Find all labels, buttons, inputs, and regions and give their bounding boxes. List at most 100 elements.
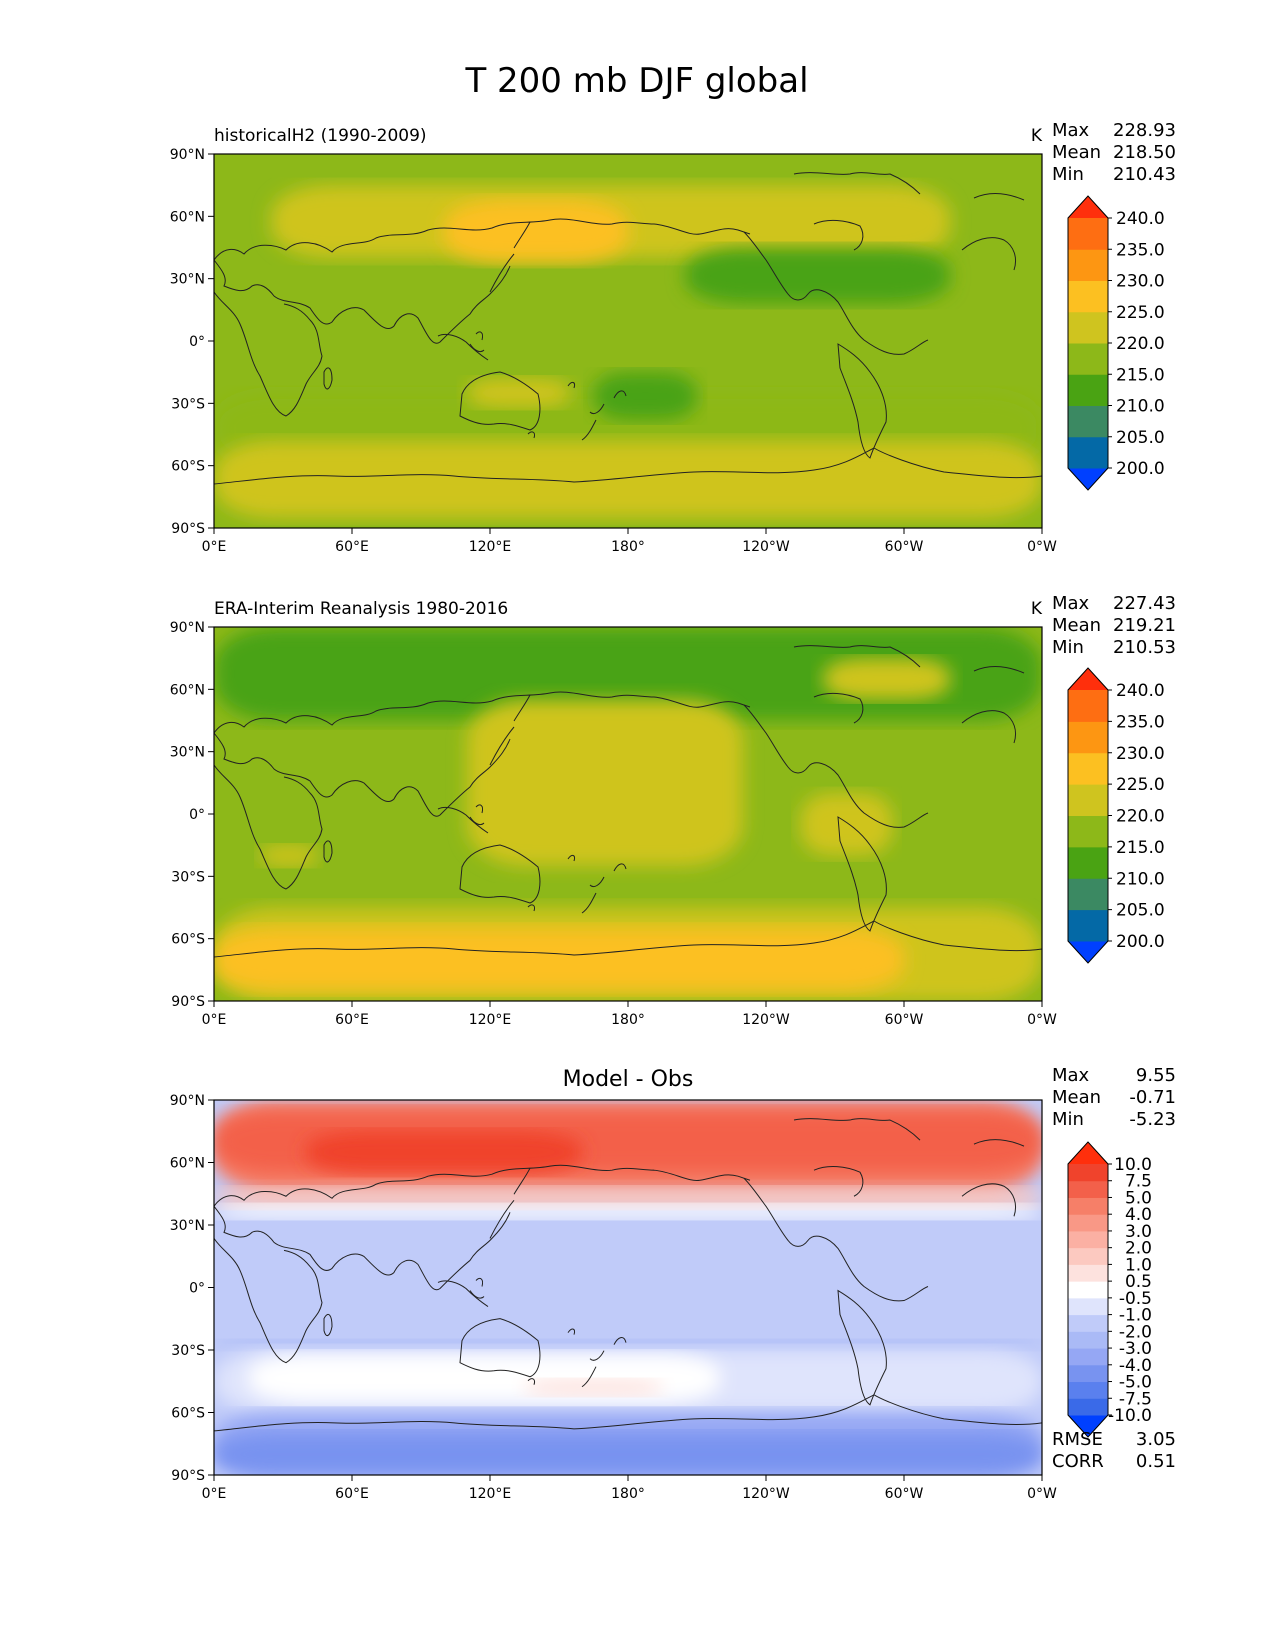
colorbar-label: 7.5 — [1125, 1172, 1152, 1192]
colorbar-label: -7.5 — [1119, 1389, 1152, 1409]
colorbar-swatch — [1068, 1197, 1108, 1215]
field-region — [800, 793, 893, 856]
colorbar-extend-min — [1068, 941, 1108, 963]
field-region — [467, 378, 571, 408]
colorbar-label: 200.0 — [1116, 932, 1165, 952]
field-region — [524, 1379, 663, 1396]
colorbar-swatch — [1068, 878, 1108, 911]
colorbar-label: 0.5 — [1125, 1272, 1152, 1292]
field-region — [260, 845, 318, 866]
stat-label: Mean — [1052, 615, 1101, 636]
y-tick-label: 90°N — [170, 1093, 205, 1109]
units-label: K — [1031, 126, 1043, 146]
colorbar-label: 4.0 — [1125, 1205, 1152, 1225]
colorbar-swatch — [1068, 1281, 1108, 1299]
colorbar-label: -5.0 — [1119, 1373, 1152, 1393]
colorbar-label: 235.0 — [1116, 712, 1165, 732]
colorbar-label: 10.0 — [1114, 1155, 1152, 1175]
colorbar-swatch — [1068, 752, 1108, 785]
x-tick-label: 180° — [611, 1012, 645, 1028]
x-tick-label: 0°W — [1027, 539, 1057, 555]
colorbar-label: 220.0 — [1116, 807, 1165, 827]
colorbar-label: -1.0 — [1119, 1306, 1152, 1326]
colorbar-label: 225.0 — [1116, 775, 1165, 795]
stat-label: Mean — [1052, 142, 1101, 163]
colorbar-swatch — [1068, 721, 1108, 754]
x-tick-label: 0°E — [202, 1486, 227, 1502]
panel-obs: ERA-Interim Reanalysis 1980-2016 K 0°E 60… — [170, 593, 1176, 1028]
y-tick-label: 30°N — [170, 1218, 205, 1234]
colorbar-label: 200.0 — [1116, 459, 1165, 479]
colorbar-swatch — [1068, 1164, 1108, 1182]
x-tick-label: 120°E — [469, 1012, 512, 1028]
stat-value: -0.71 — [1129, 1087, 1176, 1108]
colorbar-swatch — [1068, 1348, 1108, 1366]
panel-left-title: historicalH2 (1990-2009) — [214, 126, 427, 146]
y-tick-label: 30°S — [171, 869, 205, 885]
colorbar-swatch — [1068, 405, 1108, 438]
y-tick-label: 30°N — [170, 745, 205, 761]
colorbar-swatch — [1068, 1247, 1108, 1265]
y-tick-label: 60°N — [170, 1156, 205, 1172]
colorbar-label: 3.0 — [1125, 1222, 1152, 1242]
x-tick-label: 120°W — [742, 1012, 790, 1028]
x-tick-label: 0°E — [202, 539, 227, 555]
x-tick-label: 120°W — [742, 539, 790, 555]
colorbar-label: 2.0 — [1125, 1239, 1152, 1259]
colorbar-extend-min — [1068, 1415, 1108, 1437]
colorbar-swatch — [1068, 249, 1108, 281]
y-tick-label: 30°N — [170, 272, 205, 288]
y-tick-label: 30°S — [171, 396, 205, 412]
field-region — [248, 1354, 720, 1403]
stat-value: 3.05 — [1136, 1429, 1176, 1450]
x-tick-label: 120°W — [742, 1486, 790, 1502]
colorbar-swatch — [1068, 1264, 1108, 1282]
stat-label: Min — [1052, 164, 1084, 185]
stat-value: 228.93 — [1113, 120, 1176, 141]
panel-center-title: Model - Obs — [563, 1067, 694, 1092]
stat-value: -5.23 — [1129, 1109, 1176, 1130]
field-region — [444, 199, 628, 263]
x-tick-label: 60°W — [885, 539, 924, 555]
field-region — [214, 440, 1042, 518]
y-tick-label: 90°S — [171, 994, 205, 1010]
colorbar-swatch — [1068, 1214, 1108, 1232]
stat-value: 210.53 — [1113, 637, 1176, 658]
colorbar-swatch — [1068, 1180, 1108, 1198]
colorbar-label: -10.0 — [1108, 1406, 1152, 1426]
field-region — [823, 658, 950, 700]
panel-left-title: ERA-Interim Reanalysis 1980-2016 — [214, 599, 508, 619]
stat-value: 210.43 — [1113, 164, 1176, 185]
stat-value: 218.50 — [1113, 142, 1176, 163]
x-tick-label: 180° — [611, 1486, 645, 1502]
colorbar-swatch — [1068, 1398, 1108, 1416]
field-region — [214, 1339, 1042, 1350]
colorbar-label: 205.0 — [1116, 428, 1165, 448]
y-tick-label: 90°S — [171, 521, 205, 537]
stat-value: 219.21 — [1113, 615, 1176, 636]
y-tick-label: 0° — [189, 334, 205, 350]
map-field — [214, 627, 1042, 1001]
figure-title: T 200 mb DJF global — [464, 61, 808, 101]
field-region — [214, 1204, 1042, 1219]
y-tick-label: 60°S — [171, 1406, 205, 1422]
y-tick-label: 60°N — [170, 682, 205, 698]
stat-value: 227.43 — [1113, 593, 1176, 614]
y-tick-label: 0° — [189, 1281, 205, 1297]
stat-label: Max — [1052, 593, 1090, 614]
colorbar-swatch — [1068, 1364, 1108, 1383]
x-tick-label: 60°W — [885, 1012, 924, 1028]
colorbar-label: 240.0 — [1116, 681, 1165, 701]
colorbar-swatch — [1068, 218, 1108, 250]
field-region — [593, 372, 697, 420]
x-tick-label: 60°E — [335, 539, 369, 555]
colorbar-swatch — [1068, 343, 1108, 375]
x-tick-label: 120°E — [469, 539, 512, 555]
colorbar-label: -2.0 — [1119, 1322, 1152, 1342]
field-region — [214, 928, 904, 991]
colorbar-extend-max — [1068, 668, 1108, 690]
y-tick-label: 60°S — [171, 932, 205, 948]
colorbar-label: -3.0 — [1119, 1339, 1152, 1359]
stat-label: Max — [1052, 120, 1090, 141]
